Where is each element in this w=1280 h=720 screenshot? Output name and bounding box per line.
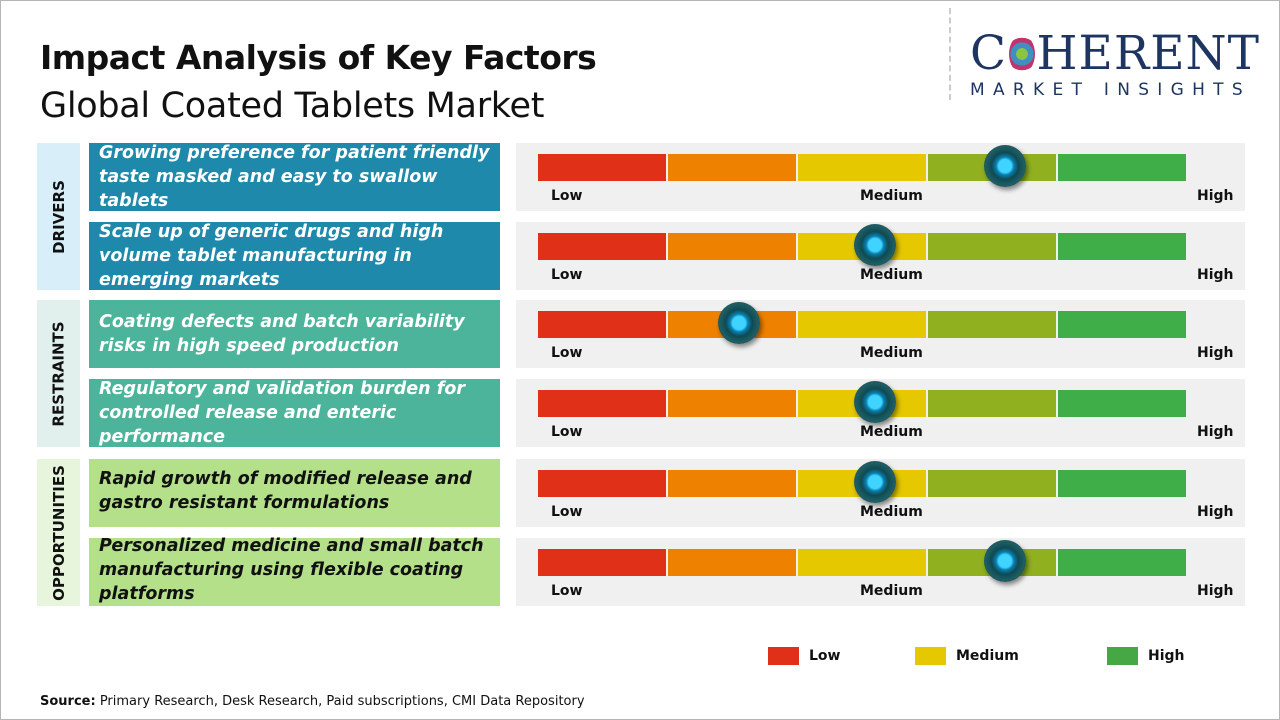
impact-gauge: Low Medium High xyxy=(516,222,1245,290)
factor-text: Growing preference for patient friendly … xyxy=(99,143,490,211)
impact-indicator-knob xyxy=(853,461,896,503)
legend-label: Medium xyxy=(956,648,1019,664)
scale-segment xyxy=(668,549,796,576)
source-prefix: Source: xyxy=(40,694,96,709)
scale-segment xyxy=(668,470,796,497)
factor-box: Growing preference for patient friendly … xyxy=(89,143,500,211)
factor-box: Coating defects and batch variability ri… xyxy=(89,300,500,368)
logo-subtitle: MARKET INSIGHTS xyxy=(970,80,1251,100)
factor-box: Rapid growth of modified release and gas… xyxy=(89,459,500,527)
impact-indicator-knob xyxy=(983,145,1026,187)
impact-gauge: Low Medium High xyxy=(516,379,1245,447)
category-label: OPPORTUNITIES xyxy=(49,464,68,601)
legend-label: High xyxy=(1148,648,1185,664)
impact-scale-bar xyxy=(538,154,1186,181)
scale-label-high: High xyxy=(1197,188,1234,204)
scale-segment xyxy=(798,154,926,181)
legend-medium: Medium xyxy=(915,647,1019,665)
impact-indicator-knob xyxy=(717,302,760,344)
scale-segment xyxy=(1058,470,1186,497)
impact-indicator-knob xyxy=(983,540,1026,582)
factor-text: Coating defects and batch variability ri… xyxy=(99,312,465,356)
factor-box: Scale up of generic drugs and high volum… xyxy=(89,222,500,290)
scale-segment xyxy=(538,154,666,181)
scale-label-high: High xyxy=(1197,424,1234,440)
scale-label-medium: Medium xyxy=(860,267,923,283)
legend-swatch-medium xyxy=(915,647,946,665)
scale-label-low: Low xyxy=(551,504,583,520)
impact-scale-bar xyxy=(538,549,1186,576)
scale-segment xyxy=(538,470,666,497)
scale-label-high: High xyxy=(1197,267,1234,283)
source-note: Source: Primary Research, Desk Research,… xyxy=(40,694,585,709)
logo-text: HERENT xyxy=(1036,26,1260,81)
category-label: DRIVERS xyxy=(49,179,68,254)
scale-segment xyxy=(538,311,666,338)
impact-indicator-knob xyxy=(853,381,896,423)
page-subtitle: Global Coated Tablets Market xyxy=(40,86,545,126)
scale-label-medium: Medium xyxy=(860,504,923,520)
impact-gauge: Low Medium High xyxy=(516,538,1245,606)
scale-label-high: High xyxy=(1197,583,1234,599)
globe-icon xyxy=(1008,35,1035,73)
scale-label-high: High xyxy=(1197,345,1234,361)
impact-scale-bar xyxy=(538,233,1186,260)
legend-swatch-low xyxy=(768,647,799,665)
scale-segment xyxy=(1058,390,1186,417)
factor-box: Personalized medicine and small batch ma… xyxy=(89,536,500,606)
scale-label-low: Low xyxy=(551,345,583,361)
scale-segment xyxy=(928,233,1056,260)
scale-segment xyxy=(928,390,1056,417)
scale-segment xyxy=(668,233,796,260)
scale-segment xyxy=(538,233,666,260)
impact-gauge: Low Medium High xyxy=(516,300,1245,368)
impact-gauge: Low Medium High xyxy=(516,143,1245,211)
category-restraints: RESTRAINTS xyxy=(37,300,80,447)
scale-segment xyxy=(538,549,666,576)
scale-segment xyxy=(538,390,666,417)
page-title: Impact Analysis of Key Factors xyxy=(40,38,597,77)
scale-segment xyxy=(668,390,796,417)
category-label: RESTRAINTS xyxy=(49,320,68,427)
factor-text: Scale up of generic drugs and high volum… xyxy=(99,222,444,290)
impact-gauge: Low Medium High xyxy=(516,459,1245,527)
impact-indicator-knob xyxy=(853,224,896,266)
factor-text: Rapid growth of modified release and gas… xyxy=(99,469,472,513)
scale-segment xyxy=(1058,549,1186,576)
scale-segment xyxy=(1058,311,1186,338)
scale-segment xyxy=(798,311,926,338)
source-text: Primary Research, Desk Research, Paid su… xyxy=(95,694,585,709)
legend-low: Low xyxy=(768,647,840,665)
factor-box: Regulatory and validation burden for con… xyxy=(89,379,500,447)
scale-segment xyxy=(928,470,1056,497)
scale-segment xyxy=(1058,233,1186,260)
scale-label-low: Low xyxy=(551,424,583,440)
scale-label-low: Low xyxy=(551,188,583,204)
scale-segment xyxy=(928,311,1056,338)
scale-label-low: Low xyxy=(551,583,583,599)
scale-segment xyxy=(798,549,926,576)
scale-label-medium: Medium xyxy=(860,424,923,440)
divider xyxy=(949,8,951,100)
company-logo: C HERENT MARKET INSIGHTS xyxy=(970,26,1260,101)
scale-segment xyxy=(1058,154,1186,181)
category-drivers: DRIVERS xyxy=(37,143,80,290)
scale-label-low: Low xyxy=(551,267,583,283)
scale-segment xyxy=(668,154,796,181)
legend-label: Low xyxy=(809,648,841,664)
scale-label-high: High xyxy=(1197,504,1234,520)
scale-label-medium: Medium xyxy=(860,345,923,361)
factor-text: Regulatory and validation burden for con… xyxy=(99,379,465,447)
factor-text: Personalized medicine and small batch ma… xyxy=(99,536,484,604)
logo-letter: C xyxy=(970,26,1007,81)
legend-swatch-high xyxy=(1107,647,1138,665)
scale-label-medium: Medium xyxy=(860,583,923,599)
category-opportunities: OPPORTUNITIES xyxy=(37,459,80,606)
scale-label-medium: Medium xyxy=(860,188,923,204)
legend-high: High xyxy=(1107,647,1185,665)
impact-scale-bar xyxy=(538,311,1186,338)
